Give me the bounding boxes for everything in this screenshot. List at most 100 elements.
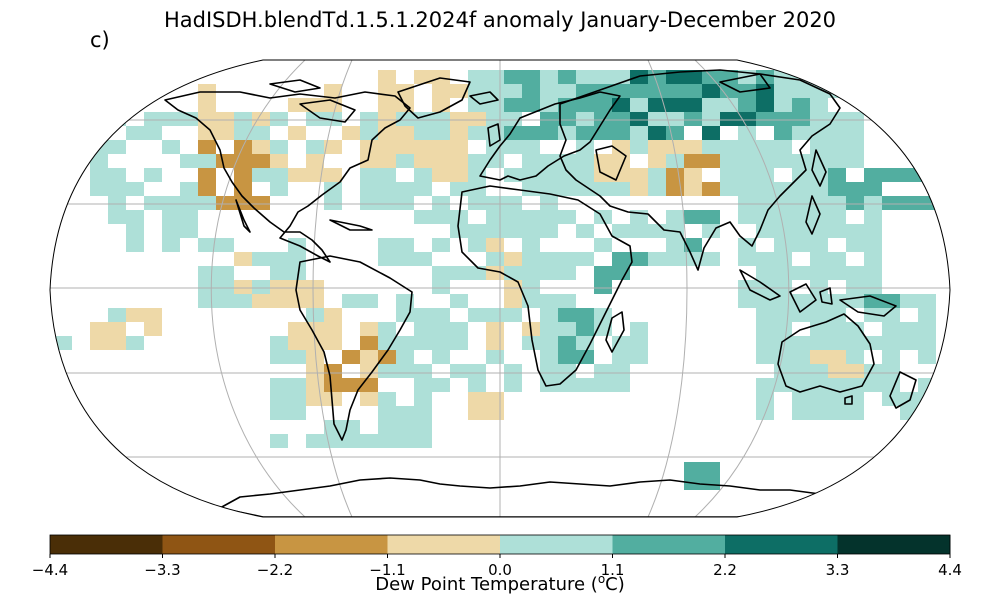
anomaly-cell: [378, 406, 396, 420]
anomaly-cell: [252, 112, 270, 126]
anomaly-cell: [810, 252, 828, 266]
anomaly-cell: [306, 350, 324, 364]
anomaly-cell: [198, 168, 216, 182]
anomaly-cell: [810, 392, 828, 406]
anomaly-cell: [630, 140, 648, 154]
anomaly-cell: [432, 70, 450, 84]
anomaly-cell: [450, 84, 468, 98]
anomaly-cell: [882, 294, 900, 308]
anomaly-cell: [360, 112, 378, 126]
anomaly-cell: [288, 98, 306, 112]
anomaly-cell: [378, 154, 396, 168]
colorbar-swatch: [837, 535, 951, 554]
anomaly-cell: [756, 266, 774, 280]
anomaly-cell: [360, 364, 378, 378]
anomaly-cell: [144, 196, 162, 210]
anomaly-cell: [684, 84, 702, 98]
anomaly-cell: [630, 112, 648, 126]
anomaly-cell: [540, 336, 558, 350]
anomaly-cell: [180, 154, 198, 168]
anomaly-cell: [252, 168, 270, 182]
anomaly-cell: [828, 168, 846, 182]
anomaly-cell: [630, 168, 648, 182]
anomaly-cell: [756, 280, 774, 294]
anomaly-cell: [702, 252, 720, 266]
anomaly-cell: [792, 98, 810, 112]
anomaly-cell: [630, 84, 648, 98]
anomaly-cell: [396, 252, 414, 266]
anomaly-cell: [918, 350, 936, 364]
anomaly-cell: [558, 210, 576, 224]
anomaly-cell: [882, 322, 900, 336]
anomaly-cell: [756, 112, 774, 126]
anomaly-cell: [882, 364, 900, 378]
anomaly-cell: [666, 98, 684, 112]
anomaly-cell: [90, 168, 108, 182]
anomaly-cell: [846, 280, 864, 294]
anomaly-cell: [468, 126, 486, 140]
anomaly-cell: [270, 336, 288, 350]
anomaly-cell: [540, 322, 558, 336]
anomaly-cell: [432, 266, 450, 280]
anomaly-cell: [558, 336, 576, 350]
anomaly-cell: [630, 322, 648, 336]
anomaly-cell: [468, 196, 486, 210]
anomaly-cell: [450, 168, 468, 182]
anomaly-cell: [414, 182, 432, 196]
anomaly-cell: [864, 182, 882, 196]
anomaly-cell: [810, 266, 828, 280]
anomaly-cell: [864, 168, 882, 182]
anomaly-cell: [666, 182, 684, 196]
anomaly-cell: [612, 112, 630, 126]
anomaly-cell: [684, 140, 702, 154]
anomaly-cell: [846, 112, 864, 126]
anomaly-cell: [360, 350, 378, 364]
anomaly-cell: [414, 70, 432, 84]
anomaly-cell: [774, 98, 792, 112]
anomaly-cell: [918, 336, 936, 350]
anomaly-cell: [720, 98, 738, 112]
anomaly-cell: [450, 266, 468, 280]
anomaly-cell: [432, 196, 450, 210]
anomaly-cell: [360, 392, 378, 406]
anomaly-cell: [468, 364, 486, 378]
anomaly-cell: [702, 154, 720, 168]
anomaly-cell: [360, 168, 378, 182]
colorbar-swatch: [275, 535, 388, 554]
anomaly-cell: [792, 210, 810, 224]
anomaly-cell: [396, 434, 414, 448]
anomaly-cell: [630, 350, 648, 364]
anomaly-cell: [324, 322, 342, 336]
anomaly-cell: [594, 308, 612, 322]
anomaly-cell: [792, 84, 810, 98]
anomaly-cell: [594, 280, 612, 294]
anomaly-cell: [396, 294, 414, 308]
anomaly-cell: [864, 294, 882, 308]
anomaly-cell: [648, 126, 666, 140]
anomaly-cell: [828, 196, 846, 210]
anomaly-cell: [342, 126, 360, 140]
colorbar-tick-label: 3.3: [826, 561, 850, 579]
colorbar-swatch: [387, 535, 501, 554]
anomaly-cell: [342, 434, 360, 448]
anomaly-cell: [846, 238, 864, 252]
anomaly-cell: [792, 308, 810, 322]
anomaly-cell: [738, 294, 756, 308]
anomaly-cell: [108, 140, 126, 154]
anomaly-cell: [774, 294, 792, 308]
anomaly-cell: [432, 140, 450, 154]
anomaly-cell: [522, 84, 540, 98]
anomaly-cell: [450, 336, 468, 350]
anomaly-cell: [252, 252, 270, 266]
anomaly-cell: [684, 98, 702, 112]
anomaly-cell: [270, 182, 288, 196]
anomaly-cell: [738, 112, 756, 126]
anomaly-cell: [576, 98, 594, 112]
anomaly-cell: [702, 476, 720, 490]
anomaly-cell: [540, 112, 558, 126]
anomaly-cell: [738, 238, 756, 252]
anomaly-cell: [558, 182, 576, 196]
anomaly-cell: [828, 154, 846, 168]
anomaly-cell: [504, 140, 522, 154]
anomaly-cell: [162, 224, 180, 238]
